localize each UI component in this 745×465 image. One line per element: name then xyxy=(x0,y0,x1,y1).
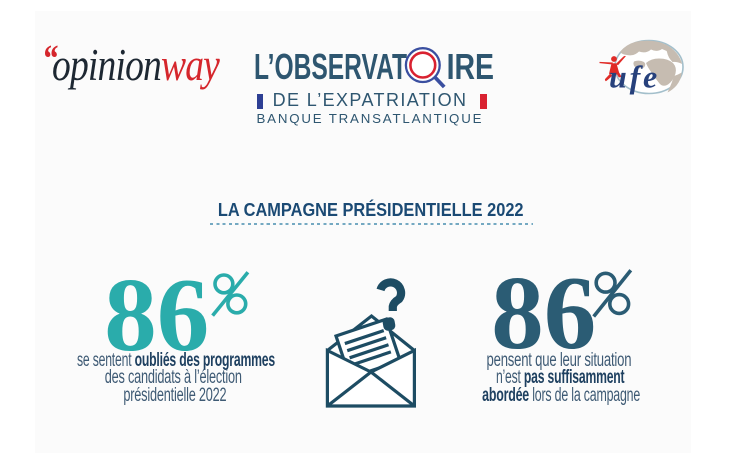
svg-text:ufe: ufe xyxy=(609,59,660,95)
